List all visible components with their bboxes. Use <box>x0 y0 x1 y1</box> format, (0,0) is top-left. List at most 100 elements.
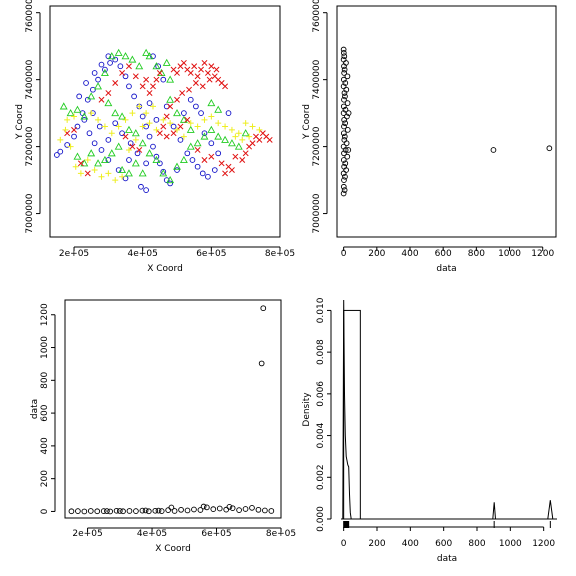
y-axis-title: Y Coord <box>15 104 25 140</box>
data-point <box>179 115 188 123</box>
data-point <box>98 61 105 68</box>
data-point <box>199 170 206 177</box>
data-point <box>221 135 230 143</box>
data-point <box>342 147 349 153</box>
data-point <box>256 136 263 143</box>
data-point <box>242 150 249 157</box>
y-tick-label: 7200000 <box>25 126 35 166</box>
data-point <box>260 305 267 312</box>
data-point <box>71 113 78 120</box>
data-point <box>167 120 174 127</box>
data-point <box>239 157 246 163</box>
data-point <box>142 48 151 56</box>
data-point <box>345 110 352 116</box>
data-point <box>174 167 180 173</box>
data-point <box>239 136 246 143</box>
data-point <box>143 187 149 193</box>
data-point <box>66 109 75 117</box>
data-point <box>129 110 136 117</box>
y-axis-title: data <box>30 399 40 419</box>
data-point <box>68 508 75 515</box>
data-point <box>153 116 160 123</box>
data-point <box>118 165 127 174</box>
data-point <box>119 130 125 137</box>
data-point <box>229 505 236 512</box>
data-point <box>341 150 347 157</box>
x-axis-title: X Coord <box>147 264 183 274</box>
data-point <box>249 123 256 130</box>
data-point <box>211 167 218 173</box>
data-point <box>343 60 349 66</box>
data-point <box>216 505 223 512</box>
x-tick-label: 1000 <box>499 539 522 549</box>
data-point <box>200 132 209 140</box>
data-point <box>180 133 187 140</box>
data-point <box>344 100 351 106</box>
data-point <box>341 123 347 130</box>
data-point <box>192 80 199 86</box>
y-tick-label: 0.010 <box>316 297 326 323</box>
data-point <box>77 170 84 177</box>
data-point <box>111 109 120 117</box>
data-point <box>107 60 113 66</box>
data-point <box>234 142 243 150</box>
data-point <box>179 90 186 96</box>
data-point <box>181 110 187 116</box>
data-point <box>160 76 167 83</box>
data-point <box>112 120 119 127</box>
x-tick-label: 0 <box>341 539 347 549</box>
data-point <box>59 102 68 110</box>
data-point <box>57 136 64 143</box>
data-point <box>342 106 349 113</box>
data-point <box>341 133 348 140</box>
data-point <box>145 149 154 157</box>
data-point <box>57 148 64 155</box>
data-point <box>64 142 71 148</box>
y-tick-label: 200 <box>40 470 50 487</box>
data-point <box>340 130 347 137</box>
x-axis-title: data <box>436 264 456 274</box>
y-axis-title: Density <box>302 392 312 427</box>
data-point <box>218 160 225 167</box>
x-tick-label: 1000 <box>498 249 521 259</box>
data-point <box>191 63 198 70</box>
data-point <box>159 169 168 177</box>
x-tick-label: 200 <box>368 249 385 259</box>
data-point <box>138 139 147 147</box>
data-point <box>119 70 126 76</box>
data-point <box>344 127 351 133</box>
data-point <box>187 120 194 127</box>
data-point <box>174 126 181 133</box>
data-point <box>208 113 215 120</box>
y-tick-label: 1200 <box>40 303 50 326</box>
data-point <box>81 508 88 515</box>
data-point <box>122 73 129 80</box>
data-point <box>227 139 236 147</box>
data-point <box>235 130 242 137</box>
data-point <box>208 140 215 147</box>
data-point <box>215 150 222 157</box>
data-point <box>266 136 273 143</box>
y-tick-label: 0.008 <box>316 339 326 365</box>
data-point <box>226 504 233 510</box>
data-point <box>138 183 144 190</box>
data-point <box>166 175 175 184</box>
data-point <box>146 100 153 106</box>
data-point <box>87 508 94 514</box>
data-point <box>88 110 95 117</box>
x-tick-label: 800 <box>468 539 485 549</box>
x-tick-label: 800 <box>468 249 485 259</box>
data-point <box>187 70 194 76</box>
data-point <box>344 73 351 80</box>
data-point <box>139 83 146 90</box>
data-point <box>139 123 146 130</box>
data-point <box>157 160 163 167</box>
data-point <box>73 152 82 160</box>
x-tick-label: 0 <box>341 249 347 259</box>
data-point <box>125 146 132 153</box>
data-point <box>198 110 204 116</box>
data-point <box>131 129 140 137</box>
data-point <box>116 508 123 514</box>
data-point <box>120 508 126 515</box>
data-point <box>94 508 101 515</box>
